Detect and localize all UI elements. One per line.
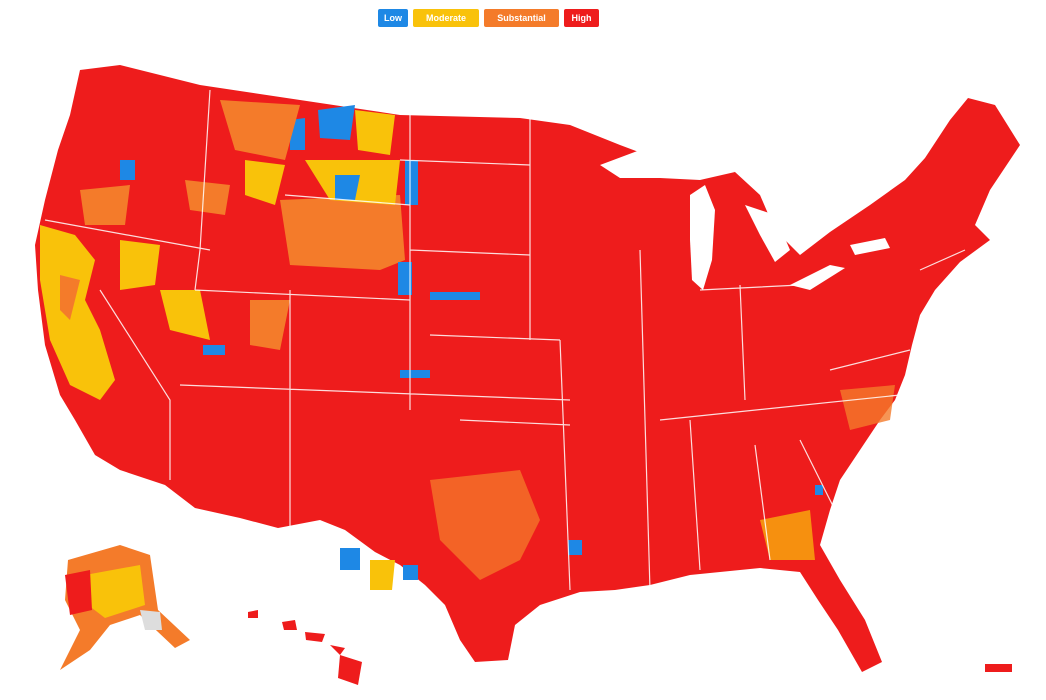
- patch: [203, 345, 225, 355]
- patch: [160, 290, 210, 340]
- alaska-patch: [140, 610, 162, 630]
- state-borders: [44, 89, 966, 591]
- patch: [335, 175, 360, 200]
- puerto-rico: [985, 664, 1012, 672]
- lake-ontario: [850, 238, 890, 255]
- patch: [370, 560, 395, 590]
- lake-erie: [790, 265, 845, 290]
- patch: [40, 225, 115, 400]
- patch: [250, 300, 290, 350]
- island: [338, 655, 362, 685]
- island: [305, 632, 325, 642]
- lake-superior: [600, 150, 735, 180]
- alaska-patch: [65, 570, 92, 615]
- legend-swatch: [484, 9, 559, 27]
- patch: [760, 510, 815, 560]
- patch: [568, 540, 582, 555]
- county-patches: [40, 100, 895, 590]
- contiguous-us: [35, 65, 1020, 672]
- state-border: [44, 89, 966, 591]
- patch: [355, 110, 395, 155]
- patch: [398, 262, 412, 295]
- patch: [815, 485, 823, 495]
- legend-swatch: [413, 9, 479, 27]
- patch: [430, 470, 540, 580]
- patch: [245, 160, 285, 205]
- legend-swatch: [378, 9, 408, 27]
- legend-label: Substantial: [497, 13, 546, 23]
- lake-michigan: [690, 185, 715, 290]
- patch: [280, 195, 405, 270]
- patch: [185, 180, 230, 215]
- legend-label: High: [572, 13, 592, 23]
- island: [282, 620, 297, 630]
- patch: [220, 100, 300, 160]
- patch: [430, 292, 480, 300]
- legend-swatch: [564, 9, 599, 27]
- patch: [120, 160, 135, 180]
- legend: Low Moderate Substantial High: [378, 9, 599, 27]
- alaska-patch: [85, 565, 145, 618]
- patch: [405, 160, 418, 205]
- island: [330, 645, 345, 655]
- legend-label: Moderate: [426, 13, 466, 23]
- patch: [318, 105, 355, 140]
- patch: [400, 370, 430, 378]
- hawaii: [248, 610, 362, 685]
- legend-label: Low: [384, 13, 403, 23]
- patch: [403, 565, 418, 580]
- lake-huron: [745, 205, 790, 262]
- patch: [340, 548, 360, 570]
- island: [248, 610, 258, 618]
- patch: [80, 185, 130, 225]
- patch: [120, 240, 160, 290]
- patch: [840, 385, 895, 430]
- patch: [60, 275, 80, 320]
